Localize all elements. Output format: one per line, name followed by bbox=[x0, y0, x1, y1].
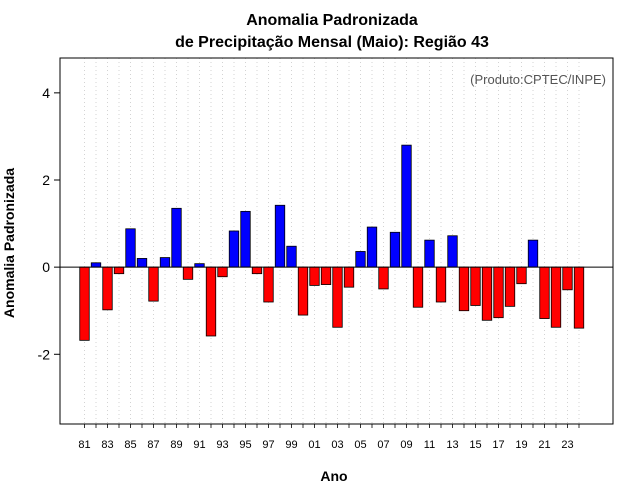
bar-99 bbox=[286, 245, 297, 268]
x-tick-label: 21 bbox=[538, 439, 550, 451]
bar-88 bbox=[159, 257, 171, 268]
bar-18 bbox=[504, 266, 516, 307]
bar-13 bbox=[447, 235, 458, 268]
x-axis: 81 83 85 87 89 91 93 95 97 99 01 03 05 07 09 11 13 15 17 19… bbox=[78, 424, 580, 451]
bar-86 bbox=[136, 258, 148, 268]
x-tick-label: 01 bbox=[308, 439, 320, 451]
bar-89 bbox=[171, 207, 182, 268]
bar-16 bbox=[481, 266, 493, 321]
bar-92 bbox=[205, 266, 217, 337]
x-tick-label: 81 bbox=[78, 439, 90, 451]
x-tick-label: 17 bbox=[492, 439, 504, 451]
bar-94 bbox=[228, 230, 240, 268]
bar-12 bbox=[435, 266, 447, 303]
bar-01 bbox=[309, 266, 320, 286]
x-axis-title: Ano bbox=[320, 468, 347, 484]
bar-82 bbox=[90, 262, 102, 268]
bar-21 bbox=[539, 266, 550, 319]
bar-06 bbox=[366, 226, 378, 268]
bar-90 bbox=[182, 266, 194, 280]
bar-81 bbox=[79, 266, 90, 341]
bar-03 bbox=[332, 266, 343, 328]
bar-10 bbox=[412, 266, 424, 308]
bars bbox=[79, 144, 585, 341]
bar-87 bbox=[148, 266, 159, 302]
y-tick-label: 2 bbox=[42, 172, 50, 188]
bar-24 bbox=[573, 266, 585, 329]
x-tick-label: 93 bbox=[216, 439, 228, 451]
bar-91 bbox=[194, 263, 205, 268]
x-tick-label: 89 bbox=[170, 439, 182, 451]
chart-title-line-2: de Precipitação Mensal (Maio): Região 43 bbox=[175, 34, 489, 51]
bar-04 bbox=[343, 266, 355, 288]
plot-frame bbox=[59, 57, 614, 425]
x-tick-label: 05 bbox=[354, 439, 366, 451]
x-tick-label: 95 bbox=[239, 439, 251, 451]
bar-93 bbox=[217, 266, 228, 278]
bar-17 bbox=[493, 266, 504, 319]
y-tick-label: 4 bbox=[42, 85, 50, 101]
x-tick-label: 83 bbox=[101, 439, 113, 451]
grid-lines bbox=[84, 58, 580, 424]
bar-07 bbox=[378, 266, 389, 290]
x-tick-label: 13 bbox=[446, 439, 458, 451]
bar-23 bbox=[562, 266, 573, 291]
bar-19 bbox=[516, 266, 527, 285]
bar-15 bbox=[470, 266, 481, 306]
x-tick-label: 19 bbox=[515, 439, 527, 451]
bar-05 bbox=[355, 251, 366, 268]
y-tick-label: -2 bbox=[38, 346, 51, 362]
x-tick-label: 15 bbox=[469, 439, 481, 451]
y-axis: -2 0 2 4 bbox=[38, 85, 60, 362]
x-tick-label: 97 bbox=[262, 439, 274, 451]
bar-11 bbox=[424, 239, 435, 268]
bar-02 bbox=[320, 266, 332, 285]
bar-09 bbox=[401, 144, 412, 268]
x-tick-label: 87 bbox=[147, 439, 159, 451]
bar-00 bbox=[297, 266, 309, 316]
x-tick-label: 23 bbox=[561, 439, 573, 451]
bar-85 bbox=[125, 228, 136, 268]
x-tick-label: 85 bbox=[124, 439, 136, 451]
x-tick-label: 03 bbox=[331, 439, 343, 451]
chart-title-line-1: Anomalia Padronizada bbox=[246, 12, 418, 29]
bar-98 bbox=[274, 204, 286, 268]
bar-96 bbox=[251, 266, 263, 275]
x-tick-label: 99 bbox=[285, 439, 297, 451]
bar-83 bbox=[102, 266, 113, 311]
x-tick-label: 07 bbox=[377, 439, 389, 451]
bar-84 bbox=[113, 266, 125, 275]
x-tick-label: 91 bbox=[193, 439, 205, 451]
product-annotation: (Produto:CPTEC/INPE) bbox=[470, 72, 606, 87]
y-tick-label: 0 bbox=[42, 259, 50, 275]
x-tick-label: 11 bbox=[424, 439, 435, 451]
x-tick-label: 09 bbox=[400, 439, 412, 451]
bar-20 bbox=[527, 239, 539, 268]
bar-22 bbox=[550, 266, 562, 328]
bar-08 bbox=[389, 231, 401, 268]
y-axis-title: Anomalia Padronizada bbox=[1, 168, 17, 318]
bar-14 bbox=[458, 266, 470, 312]
bar-95 bbox=[240, 210, 251, 268]
bar-97 bbox=[263, 266, 274, 303]
